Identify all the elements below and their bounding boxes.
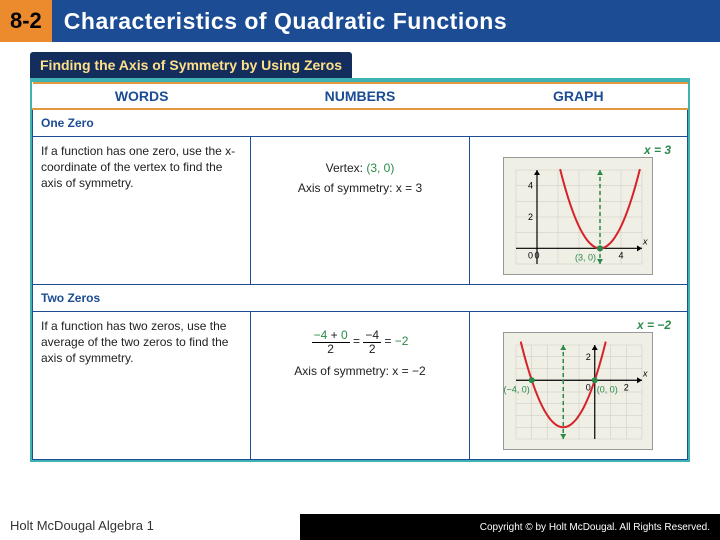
footer-copyright: Copyright © by Holt McDougal. All Rights…: [300, 514, 720, 540]
row-label-one-zero: One Zero: [33, 109, 688, 137]
content-area: Finding the Axis of Symmetry by Using Ze…: [0, 42, 720, 462]
col-words: WORDS: [33, 83, 251, 109]
col-numbers: NUMBERS: [251, 83, 469, 109]
one-zero-numbers: Vertex: (3, 0) Axis of symmetry: x = 3: [251, 137, 469, 285]
svg-text:x: x: [642, 236, 648, 246]
svg-text:x: x: [642, 368, 648, 378]
two-zeros-numbers: −4 + 02 = −42 = −2 Axis of symmetry: x =…: [251, 312, 469, 460]
topic-title: Finding the Axis of Symmetry by Using Ze…: [30, 52, 352, 78]
two-zeros-eq: x = −2: [478, 318, 679, 332]
one-zero-eq: x = 3: [478, 143, 679, 157]
table-header-row: WORDS NUMBERS GRAPH: [33, 83, 688, 109]
section-label-text: Two Zeros: [33, 285, 688, 312]
svg-text:0: 0: [528, 250, 533, 260]
section-label-text: One Zero: [33, 109, 688, 137]
section-number-badge: 8-2: [0, 0, 52, 42]
reference-table: WORDS NUMBERS GRAPH One Zero If a functi…: [32, 82, 688, 460]
svg-text:4: 4: [619, 250, 624, 260]
svg-text:2: 2: [528, 212, 533, 222]
one-zero-words: If a function has one zero, use the x-co…: [33, 137, 251, 285]
svg-text:0: 0: [535, 250, 540, 260]
svg-text:(−4, 0): (−4, 0): [504, 384, 530, 394]
row-one-zero: If a function has one zero, use the x-co…: [33, 137, 688, 285]
one-zero-graph-cell: x = 3 x 0 4 2 4 0 (3, 0): [469, 137, 687, 285]
col-graph: GRAPH: [469, 83, 687, 109]
svg-text:4: 4: [528, 181, 533, 191]
table-wrapper: WORDS NUMBERS GRAPH One Zero If a functi…: [30, 78, 690, 462]
row-two-zeros: If a function has two zeros, use the ave…: [33, 312, 688, 460]
row-label-two-zeros: Two Zeros: [33, 285, 688, 312]
two-zeros-graph-cell: x = −2 x220(−4, 0)(0, 0): [469, 312, 687, 460]
two-zeros-words: If a function has two zeros, use the ave…: [33, 312, 251, 460]
page-title: Characteristics of Quadratic Functions: [64, 8, 507, 35]
footer: Holt McDougal Algebra 1 Copyright © by H…: [0, 514, 720, 540]
svg-text:2: 2: [624, 382, 629, 392]
svg-text:2: 2: [586, 352, 591, 362]
two-zeros-graph: x220(−4, 0)(0, 0): [478, 332, 679, 453]
header-bar: 8-2 Characteristics of Quadratic Functio…: [0, 0, 720, 42]
one-zero-graph: x 0 4 2 4 0 (3, 0): [478, 157, 679, 278]
svg-text:(3, 0): (3, 0): [575, 252, 596, 262]
footer-publisher: Holt McDougal Algebra 1: [0, 514, 300, 540]
svg-text:(0, 0): (0, 0): [597, 384, 618, 394]
